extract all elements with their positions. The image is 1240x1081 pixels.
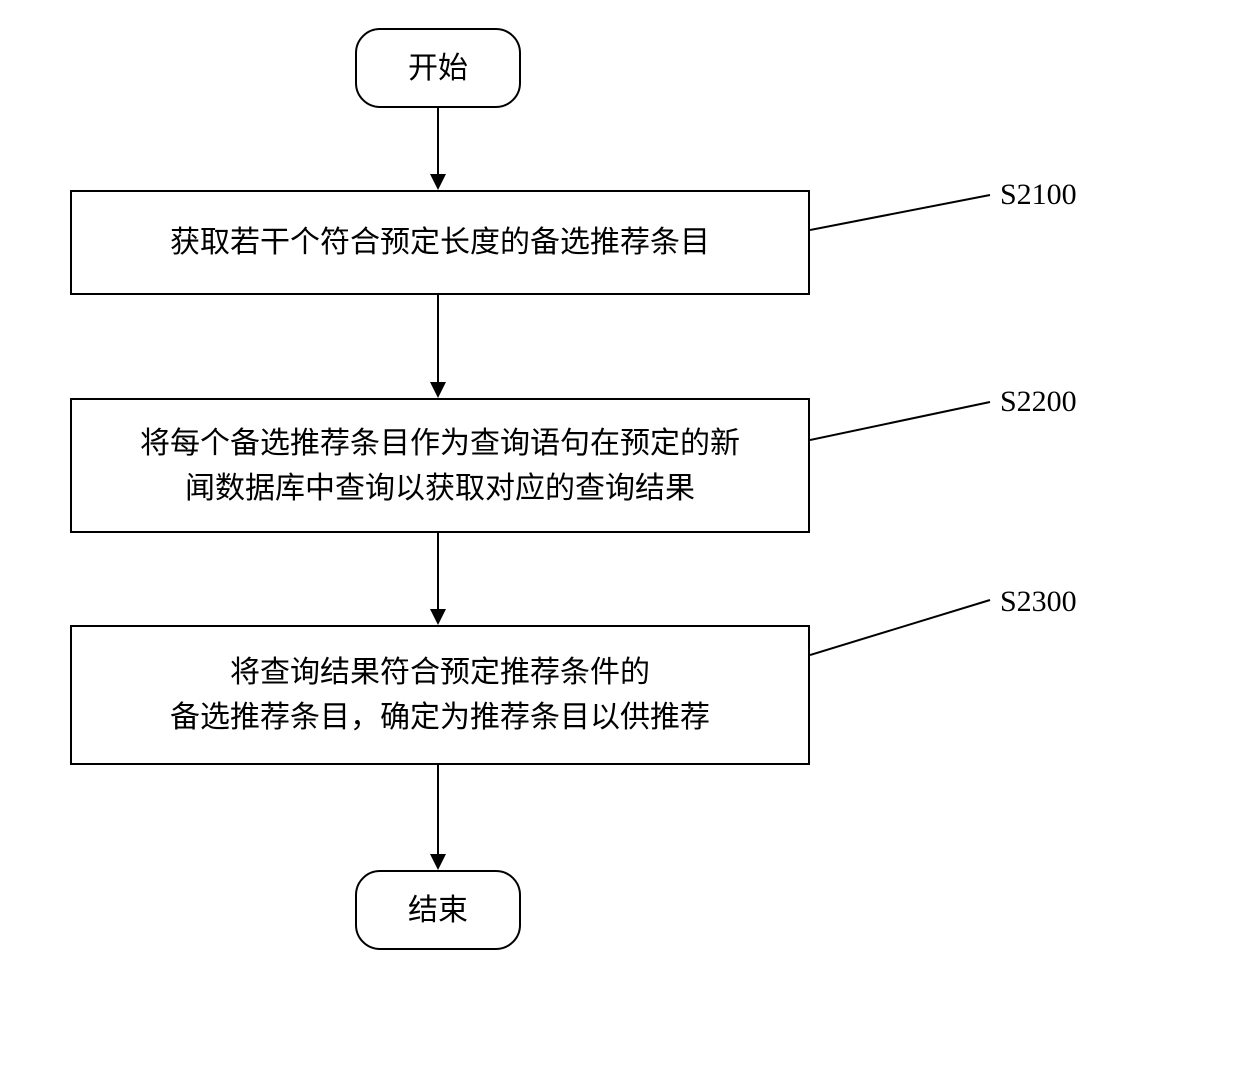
label-s2300: S2300 [1000, 585, 1077, 619]
start-terminal: 开始 [355, 28, 521, 108]
arrow-head-2 [430, 382, 446, 398]
arrow-head-3 [430, 609, 446, 625]
process-s2200: 将每个备选推荐条目作为查询语句在预定的新闻数据库中查询以获取对应的查询结果 [70, 398, 810, 533]
arrow-2 [437, 295, 439, 382]
flowchart-container: 开始 获取若干个符合预定长度的备选推荐条目 S2100 将每个备选推荐条目作为查… [0, 0, 1240, 1081]
process-s2100: 获取若干个符合预定长度的备选推荐条目 [70, 190, 810, 295]
arrow-head-4 [430, 854, 446, 870]
s2200-text: 将每个备选推荐条目作为查询语句在预定的新闻数据库中查询以获取对应的查询结果 [140, 421, 740, 511]
s2300-text: 将查询结果符合预定推荐条件的备选推荐条目，确定为推荐条目以供推荐 [170, 650, 710, 740]
arrow-1 [437, 108, 439, 174]
end-text: 结束 [408, 888, 468, 933]
s2100-text: 获取若干个符合预定长度的备选推荐条目 [170, 220, 710, 265]
process-s2300: 将查询结果符合预定推荐条件的备选推荐条目，确定为推荐条目以供推荐 [70, 625, 810, 765]
connector-s2100 [810, 190, 1000, 240]
label-s2200: S2200 [1000, 385, 1077, 419]
connector-s2300 [810, 595, 1000, 665]
connector-s2200 [810, 395, 1000, 445]
label-s2100: S2100 [1000, 178, 1077, 212]
start-text: 开始 [408, 46, 468, 91]
end-terminal: 结束 [355, 870, 521, 950]
arrow-4 [437, 765, 439, 854]
arrow-3 [437, 533, 439, 609]
arrow-head-1 [430, 174, 446, 190]
